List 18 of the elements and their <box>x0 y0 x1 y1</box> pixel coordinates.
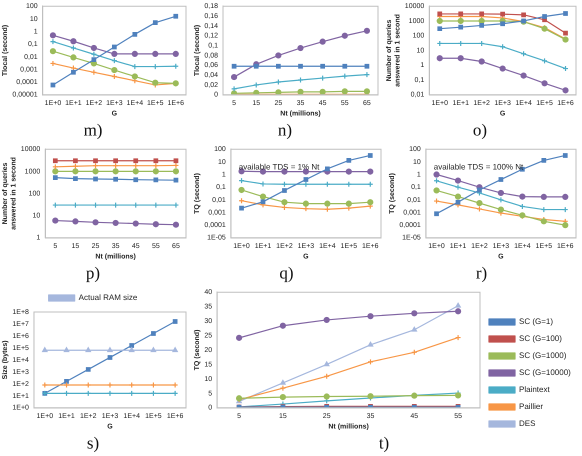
annotation: available TDS = 100% Nt <box>434 162 524 172</box>
text: p) <box>86 263 100 282</box>
legend-label: Paillier <box>519 402 544 412</box>
text: t) <box>378 433 390 452</box>
text: m) <box>84 120 102 140</box>
legend-label: SC (G=1000) <box>519 351 567 360</box>
annotation: available TDS = 1% Nt <box>238 162 320 172</box>
legend-label: SC (G=100) <box>519 334 562 344</box>
text: s) <box>86 433 100 452</box>
text: q) <box>279 263 294 282</box>
legend-label: SC (G=1) <box>519 317 554 326</box>
legend-label: Plaintext <box>519 385 550 394</box>
text: n) <box>278 120 292 140</box>
legend-label: SC (G=10000) <box>519 368 572 378</box>
text: r) <box>476 263 488 282</box>
text: o) <box>472 120 488 140</box>
legend-label: DES <box>519 419 536 428</box>
legend-label: Actual RAM size <box>78 293 138 302</box>
